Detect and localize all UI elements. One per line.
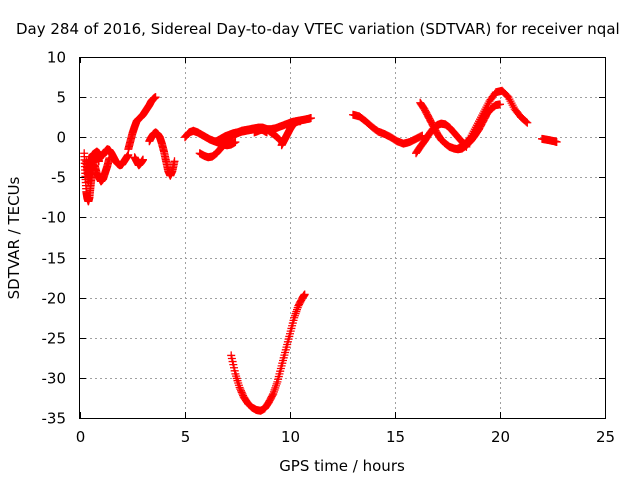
data-point-plus <box>472 121 481 130</box>
data-point-plus <box>231 138 240 147</box>
data-point-plus <box>291 309 300 318</box>
data-point-plus <box>274 134 283 143</box>
data-point-plus <box>151 93 160 102</box>
data-point-plus <box>470 125 479 134</box>
data-point-plus <box>496 100 504 109</box>
data-point-plus <box>272 381 280 390</box>
x-tick-label: 25 <box>596 428 615 446</box>
data-point-plus <box>523 118 532 127</box>
data-series <box>124 93 160 154</box>
data-point-plus <box>508 101 517 110</box>
x-tick-label: 0 <box>76 428 86 446</box>
data-point-plus <box>552 138 561 147</box>
y-tick-label: -20 <box>42 290 67 308</box>
data-point-plus <box>473 119 482 128</box>
data-point-plus <box>507 99 516 108</box>
x-tick-label: 15 <box>386 428 405 446</box>
y-tick-label: -10 <box>42 209 67 227</box>
data-points <box>80 86 561 415</box>
data-point-plus <box>506 97 515 106</box>
y-tick-label: -5 <box>51 169 66 187</box>
data-point-plus <box>290 311 299 320</box>
x-axis-label: GPS time / hours <box>279 457 405 475</box>
data-series <box>88 145 133 170</box>
x-tick-label: 10 <box>281 428 300 446</box>
data-series <box>277 117 305 150</box>
chart-title: Day 284 of 2016, Sidereal Day-to-day VTE… <box>16 20 620 38</box>
y-tick-label: 0 <box>56 129 66 147</box>
data-series <box>90 154 114 186</box>
data-point-plus <box>478 111 487 120</box>
y-tick-label: -25 <box>42 330 67 348</box>
data-point-plus <box>139 155 147 164</box>
data-point-plus <box>269 389 278 398</box>
data-point-plus <box>466 133 475 142</box>
plot-frame <box>79 57 606 419</box>
data-point-plus <box>477 113 486 122</box>
data-point-plus <box>469 127 478 136</box>
data-point-plus <box>504 93 513 102</box>
data-point-plus <box>482 103 491 112</box>
data-series <box>349 110 427 148</box>
data-point-plus <box>307 113 315 122</box>
data-point-plus <box>300 290 309 299</box>
data-point-plus <box>170 157 179 166</box>
data-point-plus <box>269 387 278 396</box>
data-point-plus <box>468 129 477 138</box>
grid <box>80 57 605 418</box>
data-point-plus <box>290 313 299 322</box>
data-point-plus <box>476 115 485 124</box>
data-point-plus <box>481 105 490 114</box>
y-tick-label: 5 <box>56 89 66 107</box>
data-point-plus <box>467 131 476 140</box>
data-point-plus <box>296 117 305 126</box>
data-series <box>227 290 309 415</box>
y-axis-label: SDTVAR / TECUs <box>5 176 23 299</box>
data-point-plus <box>271 383 280 392</box>
data-point-plus <box>272 379 281 388</box>
data-point-plus <box>268 391 277 400</box>
data-point-plus <box>471 123 480 132</box>
y-tick-label: -15 <box>42 250 67 268</box>
y-tick-label: -35 <box>42 410 67 428</box>
x-tick-label: 20 <box>491 428 510 446</box>
data-series <box>454 86 532 153</box>
data-point-plus <box>479 109 488 118</box>
x-tick-label: 5 <box>181 428 191 446</box>
data-series <box>412 119 471 158</box>
data-point-plus <box>483 101 492 110</box>
data-point-plus <box>480 107 489 116</box>
data-point-plus <box>293 303 302 312</box>
data-series <box>130 153 147 170</box>
data-series <box>145 128 179 180</box>
data-point-plus <box>94 157 103 166</box>
data-point-plus <box>293 305 301 314</box>
y-tick-label: -30 <box>42 370 67 388</box>
data-point-plus <box>292 307 301 316</box>
data-point-plus <box>270 385 279 394</box>
data-point-plus <box>522 117 531 126</box>
data-series <box>538 134 561 147</box>
data-point-plus <box>475 117 483 126</box>
y-tick-label: 10 <box>47 49 66 67</box>
axis-ticks: 0 5 10 15 20 25 10 5 0 -5 -10 -15 -20 -25 -30 -35 <box>42 49 616 447</box>
data-point-plus <box>505 95 514 104</box>
